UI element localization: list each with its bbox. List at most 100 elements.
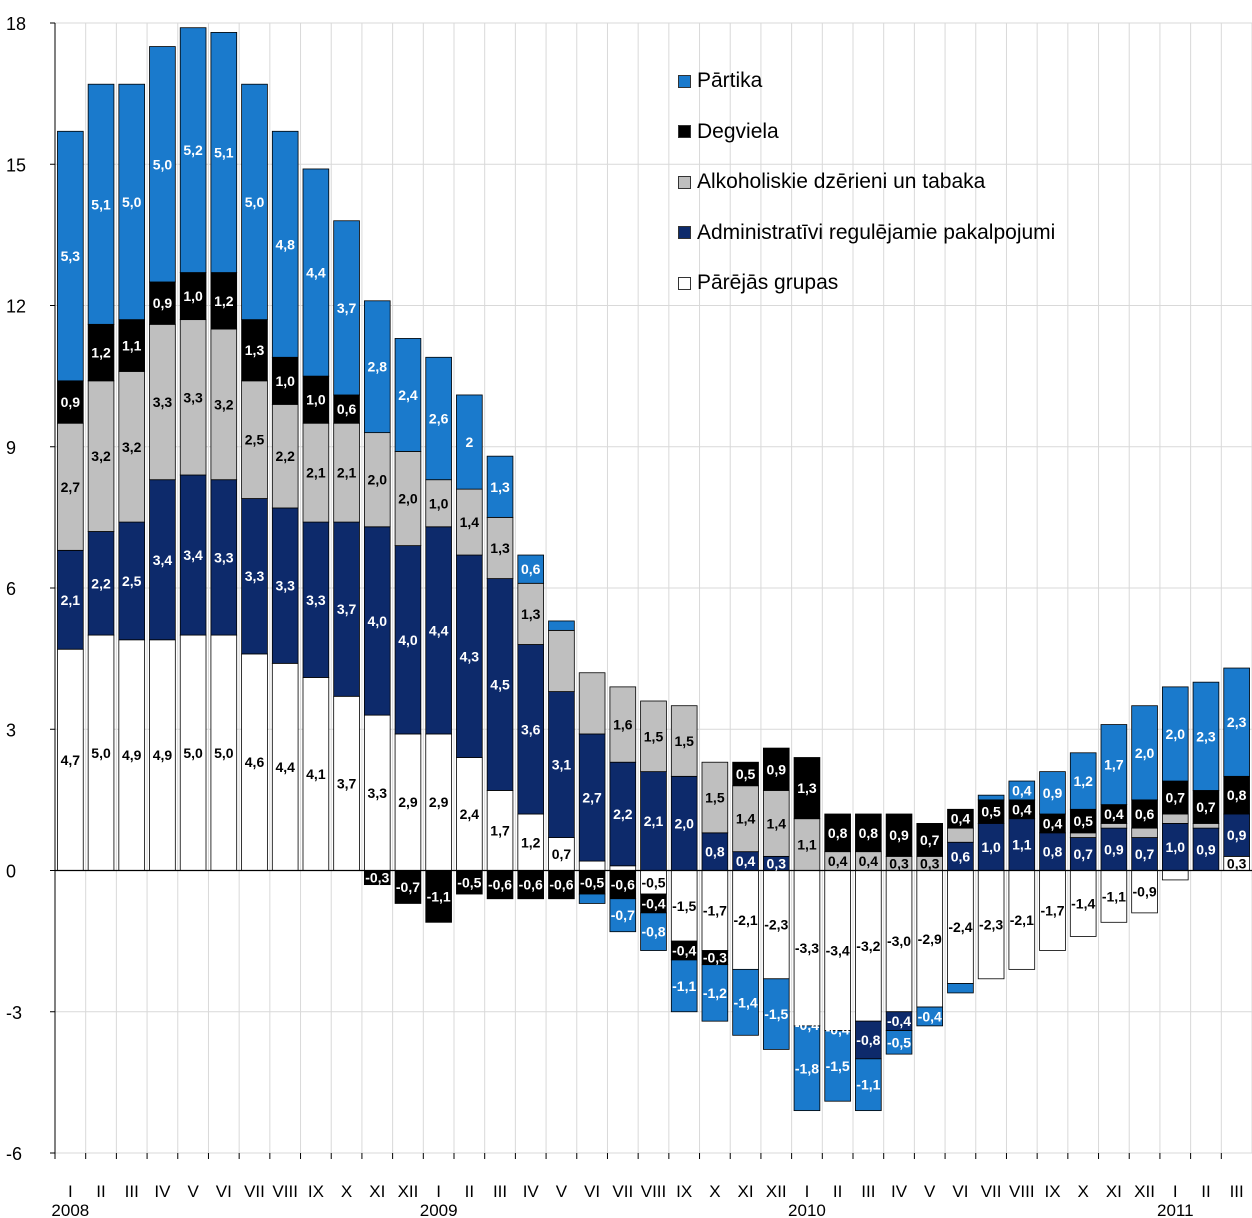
bar-segment: [302, 422, 330, 523]
data-label: 0,5: [981, 804, 1001, 820]
data-label: 3,7: [337, 601, 357, 617]
data-label: -1,4: [734, 994, 758, 1010]
bar-segment: [363, 526, 391, 716]
legend-label: Pārējās grupas: [697, 271, 839, 295]
bar-segment: [87, 531, 115, 636]
y-tick-label: 6: [6, 579, 16, 599]
data-label: 0,4: [736, 853, 756, 869]
x-tick-label: IV: [891, 1182, 908, 1201]
data-label: -2,3: [764, 917, 788, 933]
bar-segment: [548, 691, 575, 838]
bar-segment: [1039, 832, 1066, 871]
x-tick-label: VIII: [272, 1182, 298, 1201]
data-label: -3,2: [856, 938, 880, 954]
bar-segment: [57, 422, 84, 551]
bar-segment: [762, 747, 790, 791]
data-label: -0,8: [641, 924, 665, 940]
data-label: 2: [465, 434, 473, 450]
x-year-label: 2008: [51, 1201, 89, 1218]
x-tick-label: XI: [738, 1182, 754, 1201]
data-label: 1,0: [306, 392, 326, 408]
data-label: 3,1: [552, 757, 572, 773]
legend-label: Administratīvi regulējamie pakalpojumi: [697, 220, 1056, 244]
bar-segment: [1161, 870, 1189, 881]
data-label: 0,8: [828, 825, 848, 841]
data-label: 1,4: [767, 815, 787, 831]
bar-segment: [548, 870, 575, 900]
legend-item-partika: Pārtika: [678, 56, 1148, 107]
data-label: -0,7: [611, 907, 635, 923]
data-label: 1,0: [275, 373, 295, 389]
data-label: -2,1: [734, 912, 758, 928]
legend-swatch: [678, 276, 691, 290]
bar-segment: [363, 300, 391, 434]
bar-segment: [456, 554, 483, 758]
bar-segment: [241, 653, 268, 871]
bar-segment: [149, 323, 176, 481]
data-label: 0,4: [1012, 782, 1032, 798]
x-tick-label: III: [493, 1182, 507, 1201]
bar-segment: [210, 272, 238, 330]
data-label: 4,3: [460, 648, 480, 664]
data-label: 5,0: [214, 745, 234, 761]
bar-segment: [456, 757, 483, 871]
bar-segment: [333, 394, 360, 424]
data-label: 0,3: [1227, 855, 1247, 871]
bar-segment: [118, 83, 146, 321]
bar-segment: [548, 620, 575, 631]
x-tick-label: III: [861, 1182, 875, 1201]
data-label: 3,3: [368, 785, 388, 801]
data-label: 3,3: [183, 389, 203, 405]
data-label: 3,3: [153, 394, 173, 410]
bar-segment: [87, 634, 115, 871]
bar-segment: [271, 403, 299, 509]
data-label: 0,6: [337, 401, 357, 417]
bar-segment: [149, 46, 176, 283]
bar-segment: [578, 672, 606, 735]
bar-segment: [1192, 827, 1220, 871]
bar-segment: [640, 771, 667, 871]
bar-segment: [701, 964, 729, 1022]
bars: [57, 27, 1250, 1112]
bar-segment: [333, 422, 360, 523]
bar-segment: [855, 1058, 882, 1112]
x-tick-label: V: [924, 1182, 936, 1201]
data-label: 0,7: [552, 846, 572, 862]
bar-segment: [302, 168, 330, 377]
bar-segment: [1131, 827, 1158, 838]
data-label: 0,5: [1073, 813, 1093, 829]
data-label: 2,3: [1227, 714, 1247, 730]
legend-label: Pārtika: [697, 69, 763, 93]
x-tick-label: I: [1173, 1182, 1178, 1201]
data-label: -0,5: [641, 874, 665, 890]
data-label: -1,7: [1040, 903, 1064, 919]
data-label: -2,9: [918, 931, 942, 947]
data-label: 0,9: [889, 827, 909, 843]
bar-segment: [486, 516, 514, 579]
bar-segment: [916, 823, 944, 857]
data-label: 1,3: [490, 479, 510, 495]
bar-segment: [1192, 790, 1220, 824]
data-label: -0,4: [918, 1008, 942, 1024]
data-label: -2,3: [979, 917, 1003, 933]
legend-swatch: [678, 226, 691, 240]
data-label: 1,3: [797, 780, 817, 796]
data-label: 0,4: [1012, 801, 1032, 817]
bar-segment: [302, 677, 330, 871]
data-label: 0,9: [153, 295, 173, 311]
data-label: 0,7: [1135, 846, 1155, 862]
data-label: -1,2: [703, 985, 727, 1001]
data-label: 5,0: [183, 745, 203, 761]
bar-segment: [824, 813, 851, 853]
data-label: 0,7: [1166, 790, 1186, 806]
x-tick-label: VI: [584, 1182, 600, 1201]
bar-segment: [609, 865, 637, 871]
legend: Pārtika Degviela Alkoholiskie dzērieni u…: [678, 56, 1148, 309]
bar-segment: [57, 549, 84, 650]
bar-segment: [241, 83, 268, 321]
bar-segment: [1100, 870, 1128, 923]
data-label: 5,2: [183, 142, 203, 158]
bar-segment: [578, 893, 606, 904]
bar-segment: [793, 870, 821, 1027]
data-label: 0,4: [859, 853, 879, 869]
